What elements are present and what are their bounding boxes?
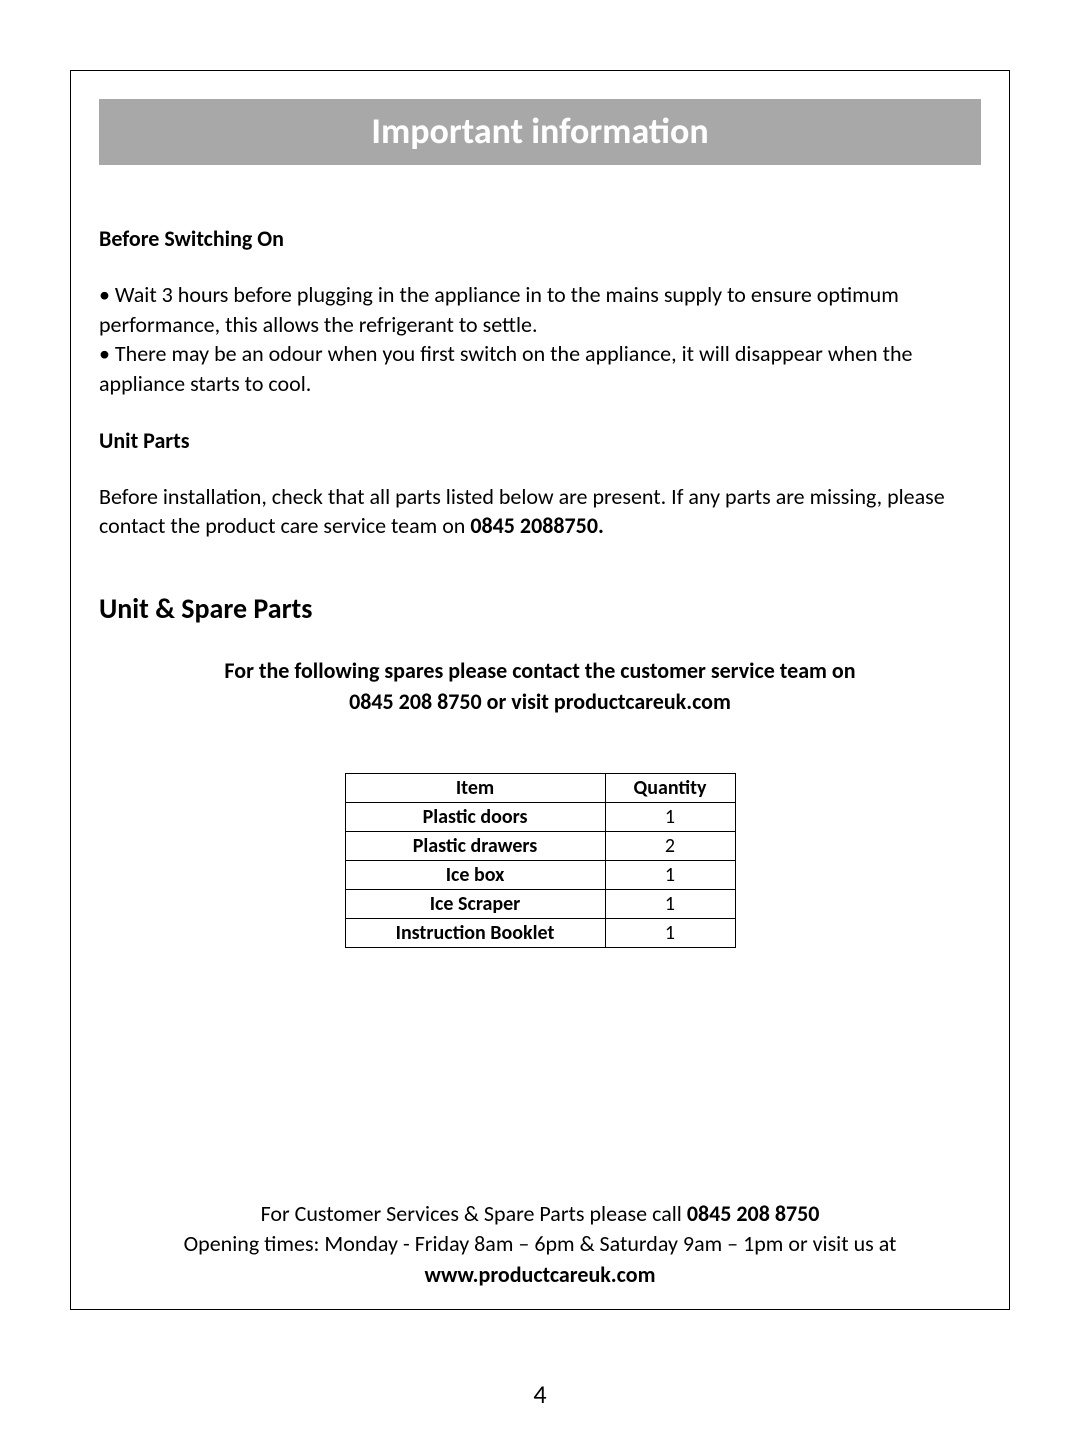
table-header-item: Item <box>345 773 605 802</box>
table-cell-qty: 1 <box>605 889 735 918</box>
table-header-qty: Quantity <box>605 773 735 802</box>
table-row: Ice box 1 <box>345 860 735 889</box>
heading-unit-parts: Unit Parts <box>99 427 981 454</box>
unit-parts-phone: 0845 2088750. <box>470 512 604 539</box>
bullet-1: • Wait 3 hours before plugging in the ap… <box>99 280 981 339</box>
table-cell-qty: 1 <box>605 860 735 889</box>
table-row: Plastic drawers 2 <box>345 831 735 860</box>
table-cell-item: Ice box <box>345 860 605 889</box>
parts-table: Item Quantity Plastic doors 1 Plastic dr… <box>345 773 736 948</box>
unit-parts-paragraph: Before installation, check that all part… <box>99 482 981 541</box>
table-cell-qty: 1 <box>605 802 735 831</box>
title-banner: Important information <box>99 99 981 165</box>
heading-before-switching-on: Before Switching On <box>99 225 981 252</box>
table-cell-item: Plastic drawers <box>345 831 605 860</box>
heading-unit-spare-parts: Unit & Spare Parts <box>99 591 981 626</box>
content-frame: Important information Before Switching O… <box>70 70 1010 1310</box>
footer-block: For Customer Services & Spare Parts plea… <box>99 1199 981 1291</box>
footer-line1-pre: For Customer Services & Spare Parts plea… <box>261 1200 687 1227</box>
spares-contact-line2: 0845 208 8750 or visit productcareuk.com <box>119 687 961 718</box>
table-row: Instruction Booklet 1 <box>345 918 735 947</box>
before-switching-bullets: • Wait 3 hours before plugging in the ap… <box>99 280 981 399</box>
table-cell-item: Instruction Booklet <box>345 918 605 947</box>
bullet-2: • There may be an odour when you first s… <box>99 339 981 398</box>
table-cell-qty: 1 <box>605 918 735 947</box>
footer-line2: Opening times: Monday - Friday 8am – 6pm… <box>99 1229 981 1260</box>
table-row: Plastic doors 1 <box>345 802 735 831</box>
footer-line3-url: www.productcareuk.com <box>99 1260 981 1291</box>
table-cell-qty: 2 <box>605 831 735 860</box>
spares-contact-block: For the following spares please contact … <box>119 656 961 718</box>
table-cell-item: Plastic doors <box>345 802 605 831</box>
table-header-row: Item Quantity <box>345 773 735 802</box>
footer-phone: 0845 208 8750 <box>687 1200 820 1227</box>
table-row: Ice Scraper 1 <box>345 889 735 918</box>
page-number: 4 <box>0 1378 1080 1410</box>
footer-line1: For Customer Services & Spare Parts plea… <box>99 1199 981 1230</box>
table-cell-item: Ice Scraper <box>345 889 605 918</box>
page: Important information Before Switching O… <box>0 0 1080 1440</box>
spares-contact-line1: For the following spares please contact … <box>119 656 961 687</box>
